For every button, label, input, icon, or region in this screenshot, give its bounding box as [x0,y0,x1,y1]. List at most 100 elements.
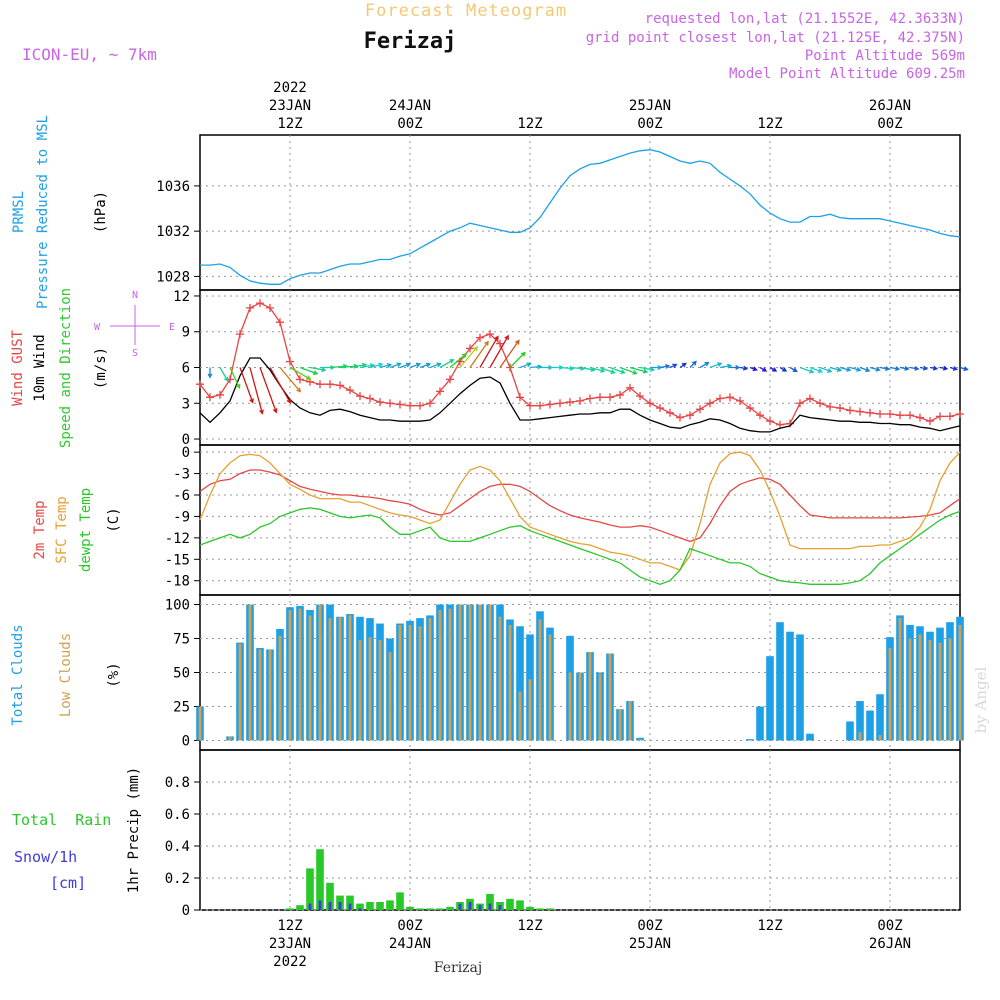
low-clouds-bar [498,616,502,741]
low-clouds-bar [538,619,542,741]
low-clouds-bar [358,639,362,741]
gust-point [646,399,654,408]
low-clouds-bar [318,604,322,741]
gust-point [796,399,804,408]
gust-point [336,381,344,390]
clouds-ylabel-total: Total Clouds [10,624,26,725]
wind-direction-arrow [449,353,468,368]
pressure-ytick-label: 1036 [156,179,190,195]
snow-bar [488,903,492,910]
bottom-time-label: 00Z [877,918,902,934]
gust-point [916,413,924,422]
compass-east: E [169,322,175,333]
pressure-ytick-label: 1032 [156,224,190,240]
temperature-t2m-line [199,469,961,543]
gust-point [906,411,914,420]
wind-ytick-label: 3 [182,396,190,412]
low-clouds-bar [268,649,272,741]
gust-point [586,394,594,403]
wind-direction-arrow [730,365,741,370]
low-clouds-bar [518,691,522,741]
compass-west: W [94,322,101,333]
total-clouds-bar [796,634,804,741]
wind-direction-arrow [379,363,393,369]
bottom-time-label: 2022 [273,954,307,970]
rain-bar [486,894,494,910]
total-clouds-bar [806,733,814,741]
gust-point [526,401,534,410]
top-time-label: 12Z [277,116,302,132]
wind-direction-arrow [699,361,710,369]
low-clouds-bar [258,649,262,741]
gust-point [286,357,294,366]
gust-point [576,396,584,405]
gust-point [706,399,714,408]
wind-direction-arrow [909,365,920,371]
bottom-time-label: 12Z [517,918,542,934]
gust-point [426,399,434,408]
low-clouds-bar [308,615,312,741]
gust-point [246,303,254,312]
low-clouds-bar [398,624,402,741]
rain-bar [546,908,554,910]
gust-point [436,387,444,396]
wind-direction-arrow [499,339,520,368]
rain-bar [306,868,314,910]
low-clouds-bar [578,672,582,741]
compass-south: S [132,348,138,359]
total-clouds-bar [516,626,524,741]
gust-point [496,339,504,348]
low-clouds-bar [368,637,372,741]
wind-direction-arrow [269,367,291,404]
bottom-time-label: 00Z [637,918,662,934]
gust-point [656,404,664,413]
gust-point [896,411,904,420]
wind-ytick-label: 12 [173,289,190,305]
snow-bar [358,908,362,910]
gust-point [206,393,214,402]
low-clouds-bar [338,616,342,741]
temperature-ytick-label: -6 [173,488,190,504]
gust-point [756,411,764,420]
wind-wind-line [199,357,961,433]
precip-ytick-label: 0.8 [165,775,190,791]
low-clouds-bar [628,701,632,741]
wind-direction-arrow [207,367,213,379]
model-point-altitude: Model Point Altitude 609.25m [729,66,965,82]
gust-point [736,396,744,405]
pressure-ylabel-desc: Pressure Reduced to MSL [35,115,51,309]
rain-bar [346,895,354,910]
temp-ylabel-dewpt: dewpt Temp [78,488,94,572]
rain-bar [536,908,544,910]
low-clouds-bar [448,608,452,741]
requested-coords: requested lon,lat (21.1552E, 42.3633N) [645,11,965,27]
top-time-label: 24JAN [389,98,431,114]
wind-direction-arrow [599,366,616,375]
gust-point [216,390,224,399]
bottom-time-label: 23JAN [269,936,311,952]
wind-direction-arrow [439,359,455,369]
wind-direction-arrow [919,365,929,371]
wind-ylabel-speed: 10m Wind [32,334,48,401]
wind-direction-arrow [719,363,733,369]
pressure-panel [199,134,961,291]
wind-direction-arrow [619,366,638,375]
wind-direction-arrow [679,362,687,369]
temperature-ytick-label: -3 [173,467,190,483]
wind-direction-arrow [639,366,656,372]
gust-point [776,420,784,429]
bottom-time-label: 12Z [277,918,302,934]
watermark: by Angel [972,666,990,733]
wind-direction-arrow [589,366,606,373]
compass-north: N [132,290,138,301]
rain-bar [386,900,394,910]
temp-unit: (C) [106,507,122,532]
precip-unit: 1hr Precip (mm) [126,767,142,893]
wind-direction-arrow [509,351,526,368]
low-clouds-bar [248,604,252,741]
total-clouds-bar [756,706,764,741]
footer-location: Ferizaj [434,960,482,976]
gust-point [606,393,614,402]
pressure-prmsl-line [200,149,961,285]
